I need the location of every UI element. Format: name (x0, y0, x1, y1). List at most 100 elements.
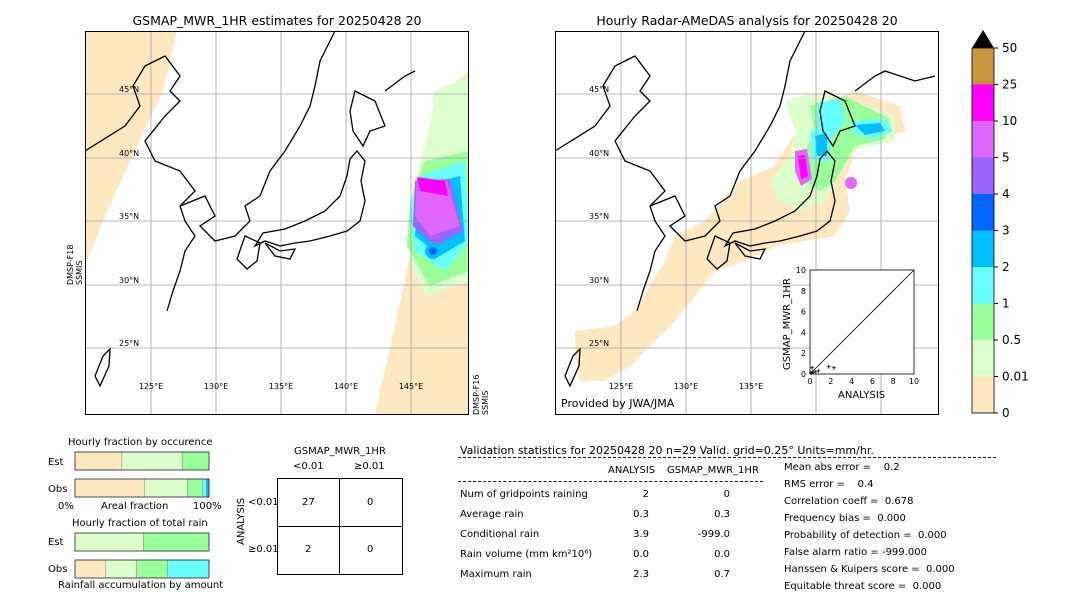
scatter-point (816, 368, 821, 373)
left-map-lat-labels: 45°N 40°N 35°N 30°N 25°N (119, 85, 139, 348)
colorbar-tick-label: 0.01 (1002, 370, 1029, 384)
scatter-xtick: 6 (870, 377, 875, 386)
stack-segment (121, 451, 183, 471)
stack-segment (74, 559, 107, 579)
left-map-coastline (85, 31, 416, 388)
validation-header: Validation statistics for 20250428 20 n=… (460, 444, 874, 457)
contingency-cell: 0 (367, 544, 374, 555)
credit-text: Provided by JWA/JMA (561, 397, 675, 410)
contingency-row1: <0.01 (248, 497, 279, 508)
lat-label-30: 30°N (119, 276, 139, 285)
colorbar-tick-label: 0.5 (1002, 333, 1021, 347)
stack-segment (74, 478, 145, 498)
occurrence-xlabel: Areal fraction (101, 501, 169, 512)
rain-band-violet (415, 179, 460, 236)
stack-frame (74, 559, 210, 579)
validation-row-a: 0.3 (633, 509, 649, 520)
left-swath-region (85, 31, 177, 266)
colorbar-extend-triangle (972, 30, 994, 48)
right-map-coastline (555, 31, 936, 388)
rain-cell-blue (429, 247, 437, 255)
totalrain-xlabel: Rainfall accumulation by amount (58, 580, 224, 591)
colorbar-segment (972, 267, 994, 304)
rain-band-magenta (417, 177, 448, 196)
stack-segment (181, 451, 210, 471)
validation-col-gsmap: GSMAP_MWR_1HR (667, 465, 759, 476)
rain-sky-3 (815, 133, 827, 156)
svg-text:35°N: 35°N (589, 212, 609, 221)
stack-segment (167, 559, 210, 579)
occurrence-obs-label: Obs (48, 484, 68, 495)
svg-text:45°N: 45°N (589, 85, 609, 94)
stack-segment (144, 478, 188, 498)
score-line: RMS error = 0.4 (784, 479, 874, 490)
stack-segment (105, 559, 137, 579)
validation-row-label: Rain volume (mm km²10⁶) (460, 549, 593, 560)
colorbar-tick-label: 2 (1002, 260, 1010, 274)
scatter-xtick: 0 (807, 377, 812, 386)
colorbar-segment (972, 340, 994, 377)
left-map-lon-labels: 125°E 130°E 135°E 140°E 145°E (139, 382, 423, 391)
inset-xlabel: ANALYSIS (838, 390, 886, 401)
stack-segment (187, 478, 203, 498)
scatter-point (809, 370, 814, 375)
validation-header-rule (458, 457, 996, 458)
contingency-cell: 0 (367, 497, 374, 508)
inset-scatter: 00 2 2 4 4 6 6 8 8 10 10 (796, 266, 919, 386)
svg-text:145°E: 145°E (399, 382, 423, 391)
contingency-row-label: ANALYSIS (236, 497, 247, 545)
contingency-cell: 27 (302, 497, 315, 508)
validation-row-a: 2.3 (633, 569, 649, 580)
svg-text:40°N: 40°N (589, 149, 609, 158)
stack-frame (74, 532, 210, 552)
right-map: 45°N 40°N 35°N 30°N 25°N 125°E 130°E 135… (555, 31, 939, 415)
validation-row-a: 3.9 (633, 529, 649, 540)
svg-text:125°E: 125°E (139, 382, 163, 391)
colorbar-tick-label: 50 (1002, 41, 1017, 55)
contingency-cell: 2 (305, 544, 312, 555)
scatter-ytick: 8 (801, 287, 806, 296)
scatter-point (826, 364, 831, 369)
validation-col-rule (458, 481, 763, 482)
inset-ylabel: GSMAP_MWR_1HR (782, 278, 793, 370)
colorbar-segment (972, 157, 994, 194)
rain-sky-2 (855, 123, 885, 135)
svg-text:130°E: 130°E (204, 382, 228, 391)
occurrence-x0: 0% (58, 501, 74, 512)
scatter-point (831, 365, 836, 370)
contingency-header: GSMAP_MWR_1HR (294, 446, 386, 457)
scatter-point (810, 365, 815, 370)
svg-text:30°N: 30°N (589, 276, 609, 285)
validation-row-g: 0.3 (714, 509, 730, 520)
occurrence-est-label: Est (48, 457, 64, 468)
validation-row-a: 0.0 (633, 549, 649, 560)
svg-text:140°E: 140°E (334, 382, 358, 391)
right-map-title: Hourly Radar-AMeDAS analysis for 2025042… (596, 13, 898, 28)
colorbar-tick-label: 5 (1002, 151, 1010, 165)
contingency-col2: ≥0.01 (354, 461, 385, 472)
validation-row-g: 0 (723, 489, 730, 500)
validation-col-analysis: ANALYSIS (608, 465, 656, 476)
scatter-ytick: 2 (801, 349, 806, 358)
occurrence-x100: 100% (193, 501, 222, 512)
colorbar-segment (972, 376, 994, 413)
validation-row-g: 0.7 (714, 569, 730, 580)
stack-frame (74, 451, 210, 471)
score-line: Correlation coeff = 0.678 (784, 496, 914, 507)
svg-text:125°E: 125°E (609, 382, 633, 391)
svg-text:135°E: 135°E (739, 382, 763, 391)
rain-magenta (798, 155, 808, 179)
stack-frame (74, 478, 210, 498)
scatter-diagonal (809, 269, 915, 375)
validation-row-label: Maximum rain (460, 569, 532, 580)
colorbar-tick-label: 25 (1002, 78, 1017, 92)
score-line: Frequency bias = 0.000 (784, 513, 906, 524)
contingency-grid: 27 0 2 0 (277, 478, 403, 575)
stack-segment (206, 478, 210, 498)
score-line: Mean abs error = 0.2 (784, 462, 900, 473)
svg-text:135°E: 135°E (269, 382, 293, 391)
colorbar-segment (972, 194, 994, 231)
validation-row-g: 0.0 (714, 549, 730, 560)
lat-label-45: 45°N (119, 85, 139, 94)
scatter-xtick: 2 (828, 377, 833, 386)
